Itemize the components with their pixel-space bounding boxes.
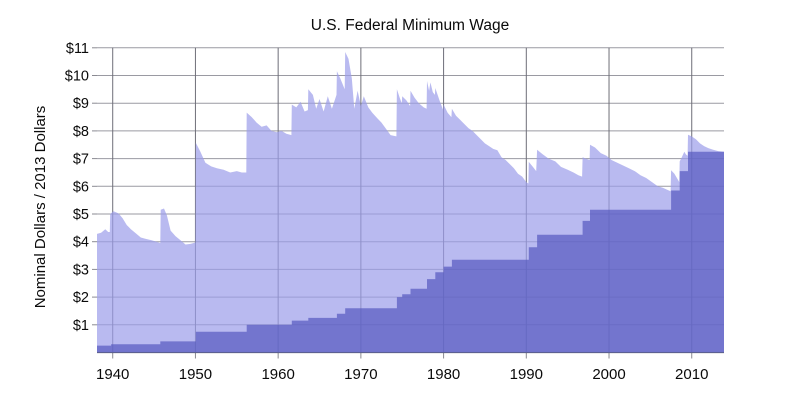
x-tick-label: 1970 bbox=[344, 366, 377, 383]
y-tick-label: $9 bbox=[73, 96, 89, 112]
area-nominal-dollars bbox=[97, 151, 724, 353]
x-tick-label: 1950 bbox=[179, 366, 212, 383]
y-tick-label: $5 bbox=[73, 207, 89, 223]
x-tick-label: 2000 bbox=[592, 366, 625, 383]
y-tick-label: $10 bbox=[65, 69, 89, 85]
y-tick-label: $1 bbox=[73, 318, 89, 334]
x-tick-label: 1960 bbox=[261, 366, 294, 383]
y-tick-label: $3 bbox=[73, 262, 89, 278]
y-tick-label: $4 bbox=[73, 235, 89, 251]
y-tick-label: $7 bbox=[73, 152, 89, 168]
chart-title: U.S. Federal Minimum Wage bbox=[311, 17, 509, 34]
x-tick-label: 1990 bbox=[510, 366, 543, 383]
y-tick-label: $11 bbox=[66, 41, 89, 57]
y-tick-label: $8 bbox=[73, 124, 89, 140]
x-tick-label: 1980 bbox=[427, 366, 460, 383]
area-series bbox=[97, 52, 724, 353]
x-tick-label: 2010 bbox=[675, 366, 708, 383]
y-tick-label: $2 bbox=[73, 290, 89, 306]
y-axis-title: Nominal Dollars / 2013 Dollars bbox=[32, 106, 49, 309]
tick-labels: $1 $2 $3 $4 $5 $6 $7 $8 $9 $10 $11 1940 1950 1960 1970… bbox=[65, 41, 709, 383]
x-tick-label: 1940 bbox=[96, 366, 129, 383]
y-tick-label: $6 bbox=[73, 179, 89, 195]
